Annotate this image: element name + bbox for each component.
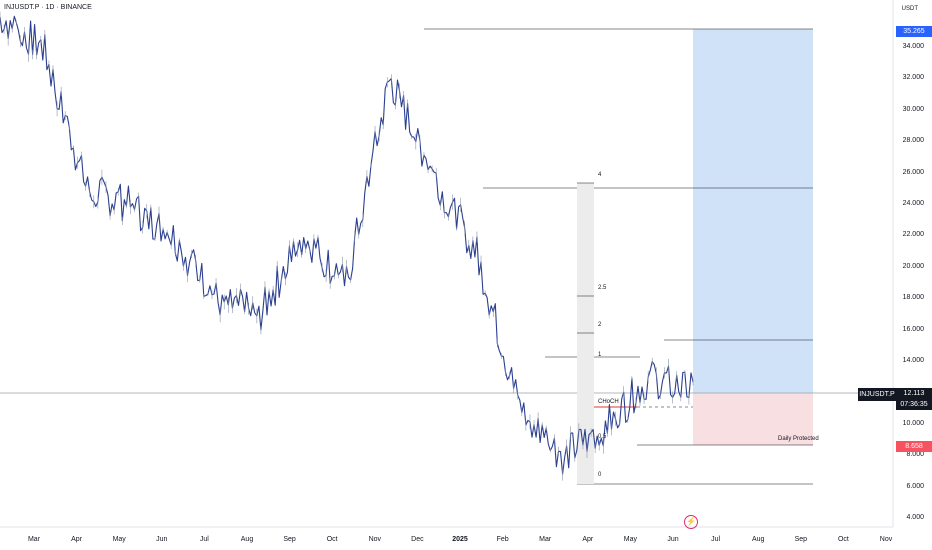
chart-title: INJUSDT.P · 1D · BINANCE: [4, 4, 92, 11]
choch-label: CHoCH: [598, 399, 619, 405]
price-tick-label: 6.000: [906, 482, 924, 490]
time-tick-label: Sep: [794, 536, 808, 543]
fib-label-2-5: 2.5: [598, 285, 607, 291]
price-tick-label: 16.000: [902, 325, 924, 333]
fib-column: [577, 183, 594, 484]
price-tick-label: 20.000: [902, 262, 924, 270]
fib-label-2: 2: [598, 322, 602, 328]
price-tick-label: 22.000: [902, 231, 924, 239]
time-tick-label: Jul: [199, 536, 209, 543]
time-tick-label: Mar: [539, 536, 552, 543]
current-price-tag: 12.113: [896, 388, 932, 399]
price-tick-label: 18.000: [902, 294, 924, 302]
time-tick-label: Mar: [27, 536, 41, 543]
stop-zone: [693, 393, 813, 445]
time-tick-label: May: [623, 536, 638, 543]
price-tick-label: 32.000: [902, 74, 924, 82]
fib-label-0: 0: [598, 472, 602, 478]
time-tick-label: Oct: [326, 536, 338, 543]
time-tick-label: Jun: [156, 536, 168, 543]
time-tick-label: Dec: [411, 536, 424, 543]
price-tick-label: 8.000: [906, 451, 924, 459]
target-price-tag: 35.265: [896, 26, 932, 37]
time-tick-label: Apr: [582, 536, 594, 543]
countdown-tag: 07:36:35: [896, 399, 932, 410]
ticker-label: INJUSDT.P: [858, 388, 896, 401]
time-tick-label: Aug: [240, 536, 254, 543]
time-tick-label: Jul: [711, 536, 721, 543]
time-tick-label: Aug: [751, 536, 765, 543]
time-tick-label: Feb: [496, 536, 509, 543]
price-tick-label: 10.000: [902, 419, 924, 427]
price-tick-label: 14.000: [902, 357, 924, 364]
daily-protected-label: Daily Protected: [778, 436, 819, 442]
time-tick-label: Sep: [283, 536, 296, 543]
fib-label-4: 4: [598, 172, 602, 178]
time-tick-label: Oct: [837, 536, 849, 543]
fib-label-0-5: 0.5: [598, 434, 607, 440]
time-tick-label: Apr: [71, 536, 83, 543]
tradingview-logo-icon[interactable]: ⚡: [684, 515, 698, 529]
time-tick-label: Nov: [879, 536, 893, 543]
price-unit-label: USDT: [901, 6, 918, 12]
stop-price-tag: 8.658: [896, 441, 932, 452]
fib-label-1: 1: [598, 352, 602, 358]
time-tick-label: Jun: [667, 536, 679, 543]
price-tick-label: 24.000: [902, 200, 924, 207]
price-tick-label: 28.000: [902, 137, 924, 145]
price-tick-label: 26.000: [902, 168, 924, 176]
time-tick-label: 2025: [452, 536, 468, 543]
time-tick-label: Nov: [368, 536, 382, 543]
price-tick-label: 30.000: [902, 105, 924, 113]
time-tick-label: May: [112, 536, 126, 543]
candle-wicks: [0, 11, 694, 481]
price-tick-label: 34.000: [902, 43, 924, 50]
target-zone: [693, 29, 813, 393]
price-tick-label: 4.000: [906, 514, 924, 521]
